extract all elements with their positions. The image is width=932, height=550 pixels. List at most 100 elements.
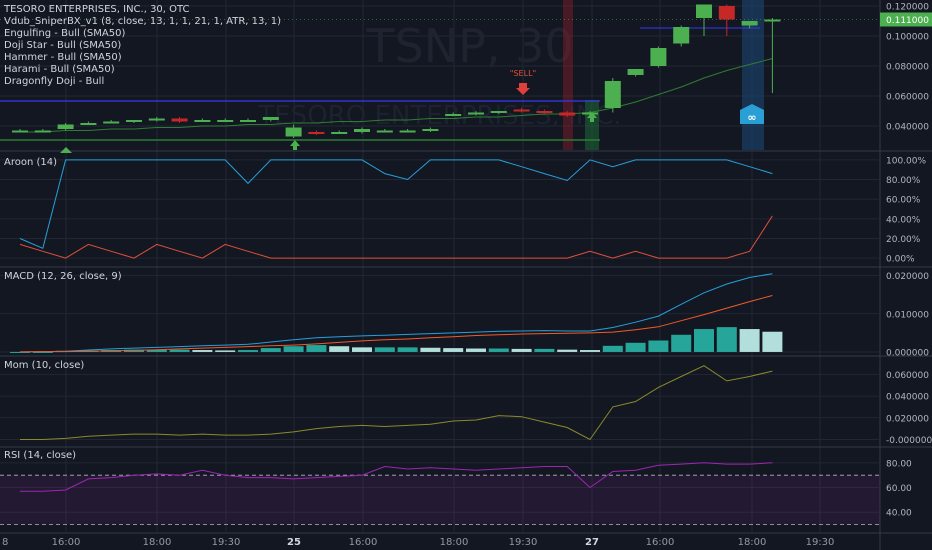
candle-body [34, 130, 51, 133]
pane-title-rsi[interactable]: RSI (14, close) [4, 450, 76, 461]
time-label: 18:00 [143, 537, 172, 548]
candle-body [650, 48, 667, 66]
study-engulfing[interactable]: Engulfing - Bull (SMA50) [4, 28, 125, 39]
macd-histogram-bar [716, 327, 737, 352]
macd-histogram-bar [694, 329, 714, 352]
last-price-label: 0.111000 [886, 16, 929, 26]
candle-body [673, 27, 690, 44]
rsi-band [0, 475, 880, 525]
macd-histogram-bar [169, 349, 190, 352]
macd-histogram-bar [306, 345, 327, 352]
study-sniper[interactable]: Vdub_SniperBX_v1 (8, close, 13, 1, 1, 21… [4, 16, 281, 27]
candle-body [217, 120, 234, 122]
candle [308, 130, 325, 135]
macd-histogram-bar [762, 331, 783, 352]
price-tick: 0.010000 [886, 310, 929, 320]
candle-body [513, 109, 530, 112]
candle [490, 111, 507, 114]
macd-histogram-bar [739, 329, 760, 352]
time-label: 16:00 [349, 537, 378, 548]
candle-body [604, 81, 621, 108]
symbol-title[interactable]: TESORO ENTERPRISES, INC., 30, OTC [3, 4, 190, 15]
pane-title-macd[interactable]: MACD (12, 26, close, 9) [4, 271, 122, 282]
candle-body [262, 117, 279, 120]
aroon-up-line [19, 159, 773, 249]
candle-body [468, 112, 484, 115]
signal-band [585, 100, 599, 150]
price-tick: 0.020000 [886, 414, 929, 424]
price-tick: -0.000000 [886, 436, 932, 446]
price-tick: 0.060000 [886, 371, 929, 381]
time-label: 19:30 [212, 537, 241, 548]
study-doji-star[interactable]: Doji Star - Bull (SMA50) [4, 40, 121, 51]
rsi-line [20, 462, 773, 492]
macd-histogram-bar [466, 348, 486, 352]
candle-body [331, 132, 348, 134]
study-hammer[interactable]: Hammer - Bull (SMA50) [4, 52, 122, 63]
momentum-line [20, 365, 773, 441]
candle-body [57, 124, 74, 129]
macd-histogram-bar [374, 347, 395, 352]
macd-histogram-bar [557, 349, 578, 352]
price-tick: 0.080000 [886, 63, 929, 73]
candle [650, 46, 667, 68]
macd-histogram-bar [260, 348, 281, 352]
macd-histogram-bar [648, 340, 669, 352]
candle [399, 129, 416, 133]
macd-histogram-bar [192, 350, 213, 352]
candle [559, 111, 576, 117]
candle [376, 129, 393, 133]
pane-title-mom[interactable]: Mom (10, close) [4, 360, 84, 371]
candle [194, 118, 211, 122]
candle-body [696, 4, 712, 18]
price-tick: 0.020000 [886, 272, 929, 282]
candle-body [171, 118, 188, 122]
macd-line [19, 273, 773, 353]
candle [12, 129, 28, 133]
candle-body [559, 112, 576, 116]
candle [262, 117, 279, 122]
macd-histogram-bar [329, 346, 350, 352]
signal-band [563, 0, 573, 150]
candle [331, 130, 348, 134]
time-label: 18:00 [738, 537, 767, 548]
macd-histogram-bar [534, 348, 555, 352]
signal-line [19, 295, 773, 353]
price-tick: 0.000000 [886, 348, 929, 358]
loop-badge[interactable]: ∞ [740, 104, 764, 124]
time-axis[interactable]: 8 16:00 18:00 19:30 25 16:00 18:00 19:30… [2, 537, 834, 548]
price-tick: 0.060000 [886, 93, 929, 103]
price-axes: 0.120000 0.100000 0.080000 0.060000 0.040000… [880, 3, 932, 519]
macd-histogram-bar [238, 350, 258, 352]
candle-body [126, 120, 142, 122]
candle [80, 121, 97, 125]
candle-body [764, 19, 781, 22]
price-tick: 60.00% [886, 196, 921, 206]
candle [604, 78, 621, 113]
candle-body [718, 6, 735, 20]
price-tick: 80.00% [886, 176, 921, 186]
study-dragonfly[interactable]: Dragonfly Doji - Bull [4, 76, 104, 87]
candle-body [376, 130, 393, 133]
sell-arrow-icon [516, 83, 530, 95]
candle [718, 4, 735, 36]
sell-label: "SELL" [510, 69, 536, 78]
buy-arrow-icon [60, 147, 72, 153]
candle [468, 111, 484, 116]
price-tick: 0.040000 [886, 123, 929, 133]
macd-histogram-bar [443, 348, 464, 352]
time-label: 27 [585, 537, 599, 548]
watermark-symbol: TSNP, 30 [365, 19, 573, 73]
macd-histogram-bar [625, 342, 646, 352]
pane-title-aroon[interactable]: Aroon (14) [4, 157, 57, 168]
candle-body [399, 130, 416, 133]
candle-body [445, 114, 462, 116]
study-harami[interactable]: Harami - Bull (SMA50) [4, 64, 115, 75]
candle [627, 69, 644, 77]
macd-histogram-bar [215, 350, 236, 352]
macd-histogram-bar [602, 345, 623, 352]
macd-histogram-bar [146, 349, 167, 352]
time-label: 18:00 [440, 537, 469, 548]
